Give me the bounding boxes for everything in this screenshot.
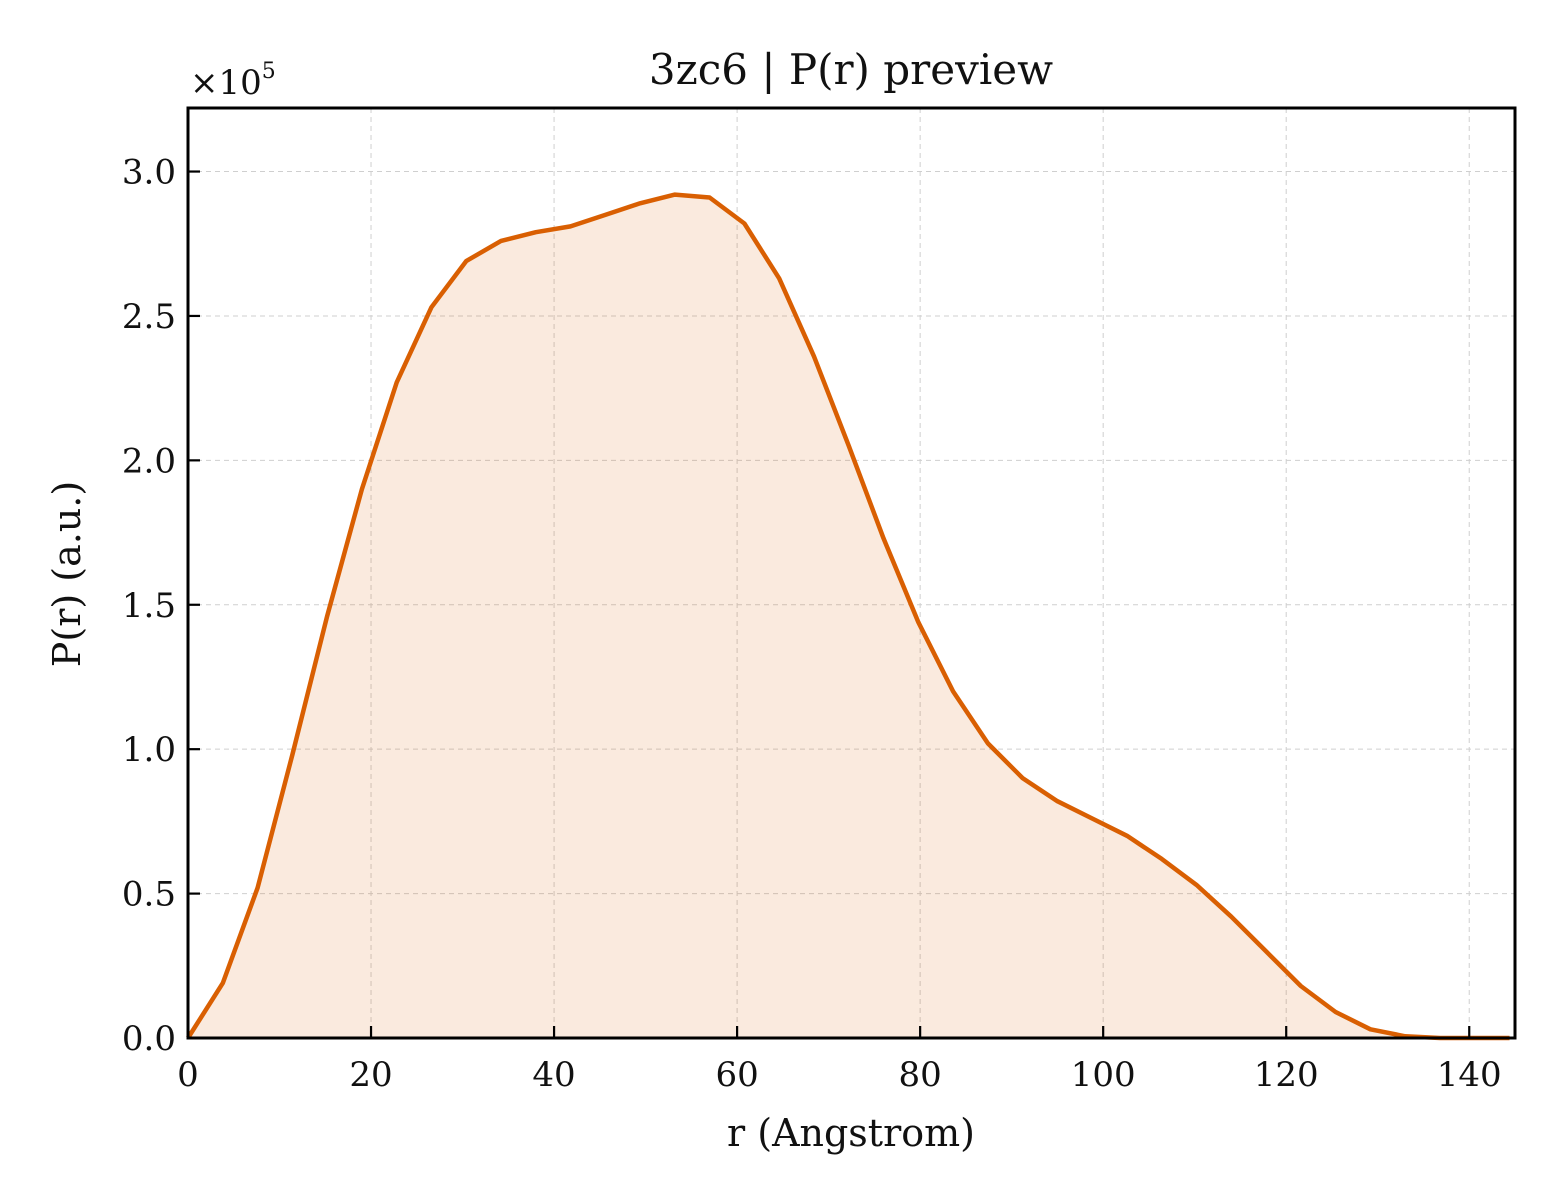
y-tick-label: 0.5: [122, 875, 176, 915]
x-tick-label: 40: [532, 1055, 575, 1095]
y-tick-label: 3.0: [122, 153, 176, 193]
x-tick-label: 80: [899, 1055, 942, 1095]
x-tick-label: 100: [1071, 1055, 1136, 1095]
y-multiplier-exponent: 5: [262, 59, 276, 84]
y-tick-label: 1.0: [122, 730, 176, 770]
y-tick-label: 1.5: [122, 586, 176, 626]
x-tick-label: 60: [715, 1055, 758, 1095]
y-axis-multiplier: ×105: [190, 59, 276, 103]
pr-area-fill: [188, 194, 1510, 1039]
y-tick-label: 0.0: [122, 1019, 176, 1059]
y-multiplier-base: ×10: [190, 63, 262, 103]
x-tick-label: 120: [1254, 1055, 1319, 1095]
chart-title: 3zc6 | P(r) preview: [649, 45, 1053, 94]
y-tick-label: 2.0: [122, 441, 176, 481]
x-axis-title: r (Angstrom): [727, 1111, 975, 1155]
x-tick-label: 20: [349, 1055, 392, 1095]
grid: [188, 108, 1515, 1038]
y-tick-label: 2.5: [122, 297, 176, 337]
plot-frame: [186, 106, 1517, 1040]
x-tick-labels: 0 20 40 60 80 100 120 140: [177, 1055, 1502, 1095]
y-axis-title: P(r) (a.u.): [45, 481, 89, 667]
x-tick-label: 140: [1437, 1055, 1502, 1095]
pr-series-line: [186, 192, 1510, 1041]
x-tick-label: 0: [177, 1055, 199, 1095]
y-tick-labels: 0.0 0.5 1.0 1.5 2.0 2.5 3.0: [122, 153, 176, 1059]
